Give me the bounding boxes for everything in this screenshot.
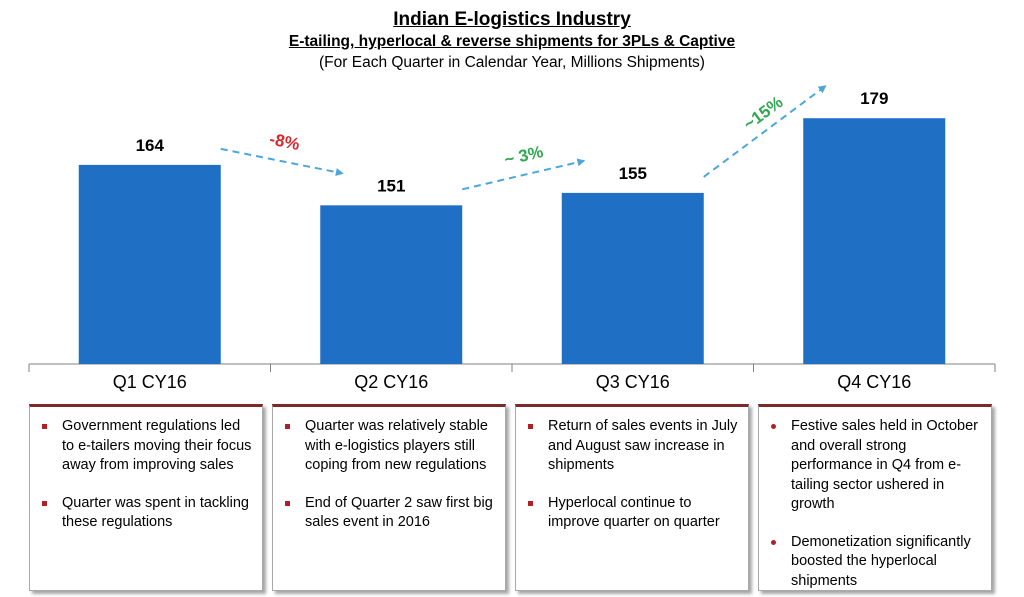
data-label: 155 <box>619 164 647 183</box>
note-text: End of Quarter 2 saw first big sales eve… <box>305 494 493 531</box>
note-text: Quarter was spent in tackling these regu… <box>62 494 249 531</box>
note-text: Demonetization significantly boosted the… <box>791 533 971 589</box>
bullet-square-icon <box>285 424 290 429</box>
bar-q3-cy16 <box>561 192 704 364</box>
bar-chart: 164 Q1 CY16 151 Q2 CY16 155 Q3 CY16 179 Q4 CY16… <box>28 85 996 392</box>
category-label: Q2 CY16 <box>354 372 428 392</box>
note-bullet: Hyperlocal continue to improve quarter o… <box>526 494 740 533</box>
note-bullet: Government regulations led to e-tailers … <box>40 417 254 476</box>
change-arrow <box>220 147 344 176</box>
note-bullet: Festive sales held in October and overal… <box>769 417 983 515</box>
change-label: ~15% <box>740 92 787 134</box>
note-text: Festive sales held in October and overal… <box>791 418 978 512</box>
bullet-dot-icon <box>771 424 776 429</box>
category-label: Q3 CY16 <box>596 372 670 392</box>
bullet-square-icon <box>528 424 533 429</box>
bar-q1-cy16 <box>78 164 221 364</box>
data-label: 179 <box>860 89 888 108</box>
change-arrow <box>703 85 827 178</box>
note-bullet: End of Quarter 2 saw first big sales eve… <box>283 494 497 533</box>
note-text: Government regulations led to e-tailers … <box>62 418 252 473</box>
data-label: 164 <box>136 136 165 155</box>
note-text: Quarter was relatively stable with e-log… <box>305 418 488 473</box>
chart-title: Indian E-logistics Industry <box>393 9 631 30</box>
note-bullet: Quarter was spent in tackling these regu… <box>40 494 254 533</box>
category-label: Q4 CY16 <box>837 372 911 392</box>
notes-box-q4: Festive sales held in October and overal… <box>758 404 992 591</box>
note-bullet: Return of sales events in July and Augus… <box>526 417 740 476</box>
notes-box-q2: Quarter was relatively stable with e-log… <box>272 404 506 591</box>
chart-note: (For Each Quarter in Calendar Year, Mill… <box>319 54 705 71</box>
chart-title-block: Indian E-logistics Industry E-tailing, h… <box>0 8 1024 74</box>
bar-q4-cy16 <box>803 118 946 364</box>
bullet-square-icon <box>42 500 47 506</box>
change-label: ~ 3% <box>502 142 545 169</box>
notes-box-q1: Government regulations led to e-tailers … <box>29 404 263 591</box>
bar-q2-cy16 <box>320 205 463 364</box>
notes-box-q3: Return of sales events in July and Augus… <box>515 404 749 591</box>
data-label: 151 <box>377 176 405 195</box>
change-arrow <box>462 158 586 191</box>
chart-subtitle: E-tailing, hyperlocal & reverse shipment… <box>288 33 736 50</box>
note-bullet: Quarter was relatively stable with e-log… <box>283 417 497 476</box>
bullet-square-icon <box>285 500 290 506</box>
bullet-square-icon <box>42 424 47 429</box>
bullet-dot-icon <box>771 539 776 545</box>
change-label: -8% <box>268 129 301 154</box>
note-text: Hyperlocal continue to improve quarter o… <box>548 494 720 531</box>
note-bullet: Demonetization significantly boosted the… <box>769 533 983 592</box>
category-label: Q1 CY16 <box>113 372 187 392</box>
bullet-square-icon <box>528 500 533 506</box>
note-text: Return of sales events in July and Augus… <box>548 418 738 473</box>
